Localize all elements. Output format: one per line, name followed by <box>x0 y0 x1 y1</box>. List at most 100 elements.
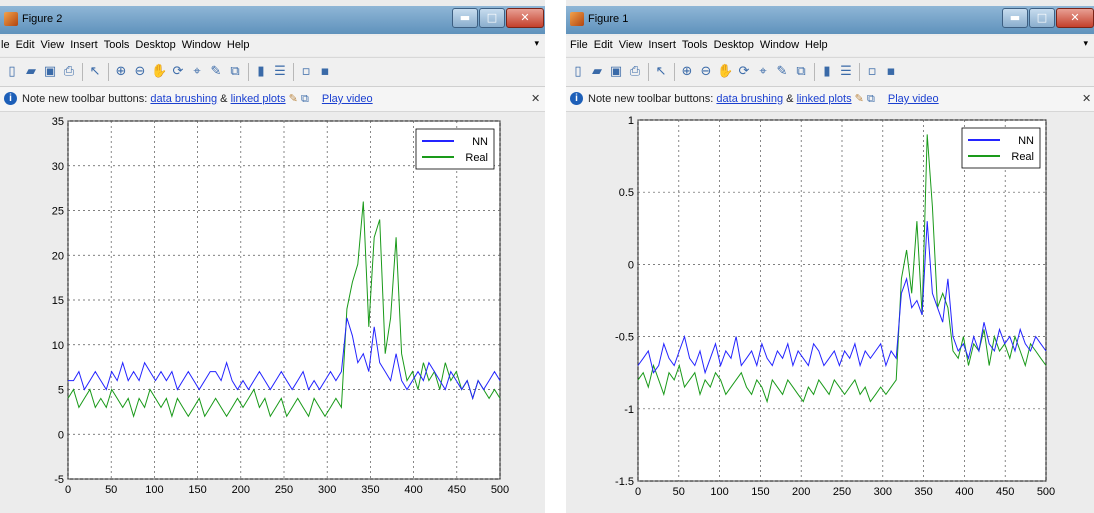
print-icon[interactable]: ⎙ <box>629 64 641 79</box>
brush-icon[interactable]: ✎ <box>776 64 788 79</box>
figure-1-chart[interactable]: 0 50 100 150 200 250 300 350 400 450 500 -1.5 -1 -0.5… <box>566 112 1094 513</box>
menu-insert[interactable]: Insert <box>70 39 98 51</box>
show-plot-tools-icon[interactable]: ▪ <box>320 64 330 79</box>
hide-plot-tools-icon[interactable]: ▫ <box>867 64 877 79</box>
link-plot-icon[interactable]: ⧉ <box>866 93 875 105</box>
pointer-icon[interactable]: ↖ <box>655 64 667 79</box>
menu-view[interactable]: View <box>40 39 65 51</box>
x-tick-label: 100 <box>145 484 163 496</box>
menu-tools[interactable]: Tools <box>681 39 708 51</box>
x-tick-label: 200 <box>232 484 250 496</box>
data-brushing-link[interactable]: data brushing <box>150 93 218 105</box>
x-tick-label: 100 <box>710 486 728 498</box>
print-icon[interactable]: ⎙ <box>63 64 75 79</box>
data-brushing-link[interactable]: data brushing <box>716 93 784 105</box>
y-tick-label: 0 <box>628 259 634 271</box>
window-controls: ▬ □ ✕ <box>452 8 544 28</box>
brush-icon[interactable]: ✎ <box>288 93 298 105</box>
toolbar-separator <box>108 63 109 81</box>
linked-plots-link[interactable]: linked plots <box>796 93 852 105</box>
pan-icon[interactable]: ✋ <box>717 64 734 79</box>
data-cursor-icon[interactable]: ⌖ <box>759 64 767 79</box>
x-tick-label: 500 <box>491 484 509 496</box>
save-icon[interactable]: ▣ <box>43 64 57 79</box>
title-bar[interactable]: Figure 2 ▬ □ ✕ <box>0 6 545 34</box>
toolbar-separator <box>814 63 815 81</box>
close-icon[interactable]: ✕ <box>506 8 544 28</box>
menu-window[interactable]: Window <box>759 39 800 51</box>
colorbar-icon[interactable]: ▮ <box>823 64 831 79</box>
menu-edit[interactable]: Edit <box>15 39 35 51</box>
minimize-icon[interactable]: ▬ <box>1002 8 1028 28</box>
menu-file[interactable]: le <box>1 39 10 51</box>
menu-help[interactable]: Help <box>805 39 828 51</box>
toolbar-separator <box>859 63 860 81</box>
zoom-in-icon[interactable]: ⊕ <box>115 64 127 79</box>
x-tick-label: 150 <box>188 484 206 496</box>
y-tick-label: -0.5 <box>615 332 634 344</box>
pan-icon[interactable]: ✋ <box>151 64 168 79</box>
legend-icon[interactable]: ☰ <box>274 64 286 79</box>
title-bar[interactable]: Figure 1 ▬ □ ✕ <box>566 6 1094 34</box>
window-controls: ▬ □ ✕ <box>1002 8 1094 28</box>
info-prefix: Note new toolbar buttons: <box>588 93 714 105</box>
plot-area: 0 50 100 150 200 250 300 350 400 450 500 -5 0 5 10 15 20… <box>0 112 545 513</box>
menu-tools[interactable]: Tools <box>103 39 130 51</box>
legend-label: NN <box>1018 135 1034 147</box>
minimize-icon[interactable]: ▬ <box>452 8 478 28</box>
menu-view[interactable]: View <box>618 39 643 51</box>
linked-plots-link[interactable]: linked plots <box>230 93 286 105</box>
maximize-icon[interactable]: □ <box>479 8 505 28</box>
menu-desktop[interactable]: Desktop <box>713 39 754 51</box>
legend-label: NN <box>472 136 488 148</box>
link-plot-icon[interactable]: ⧉ <box>796 64 806 79</box>
link-plot-icon[interactable]: ⧉ <box>300 93 309 105</box>
figure-2-window: Figure 2 ▬ □ ✕ le Edit View Insert Tools Desk… <box>0 0 545 513</box>
brush-icon[interactable]: ✎ <box>210 64 222 79</box>
y-tick-label: 25 <box>52 206 64 218</box>
x-tick-label: 300 <box>318 484 336 496</box>
play-video-link[interactable]: Play video <box>321 93 373 105</box>
play-video-link[interactable]: Play video <box>887 93 939 105</box>
legend[interactable]: NN Real <box>961 127 1041 169</box>
colorbar-icon[interactable]: ▮ <box>257 64 265 79</box>
zoom-out-icon[interactable]: ⊖ <box>134 64 146 79</box>
new-file-icon[interactable]: ▯ <box>574 64 582 79</box>
hide-plot-tools-icon[interactable]: ▫ <box>301 64 311 79</box>
rotate-icon[interactable]: ⟳ <box>172 64 184 79</box>
menu-desktop[interactable]: Desktop <box>135 39 176 51</box>
open-folder-icon[interactable]: ▰ <box>26 64 36 79</box>
data-cursor-icon[interactable]: ⌖ <box>193 64 201 79</box>
rotate-icon[interactable]: ⟳ <box>738 64 750 79</box>
zoom-out-icon[interactable]: ⊖ <box>700 64 712 79</box>
legend[interactable]: NN Real <box>415 128 495 170</box>
legend-icon[interactable]: ☰ <box>840 64 852 79</box>
maximize-icon[interactable]: □ <box>1029 8 1055 28</box>
dismiss-info-icon[interactable]: ✕ <box>531 93 541 105</box>
menu-help[interactable]: Help <box>226 39 250 51</box>
x-tick-label: 400 <box>404 484 422 496</box>
open-folder-icon[interactable]: ▰ <box>592 64 602 79</box>
y-tick-label: 0 <box>58 429 64 441</box>
x-tick-label: 250 <box>275 484 293 496</box>
zoom-in-icon[interactable]: ⊕ <box>681 64 693 79</box>
brush-icon[interactable]: ✎ <box>854 93 864 105</box>
menu-file[interactable]: File <box>570 39 588 51</box>
menu-insert[interactable]: Insert <box>648 39 676 51</box>
x-tick-label: 50 <box>673 486 685 498</box>
pointer-icon[interactable]: ↖ <box>89 64 101 79</box>
figure-2-chart[interactable]: 0 50 100 150 200 250 300 350 400 450 500-505101520… <box>0 112 545 513</box>
x-tick-label: 0 <box>635 486 641 498</box>
show-plot-tools-icon[interactable]: ▪ <box>886 64 896 79</box>
toolbar-separator <box>674 63 675 81</box>
menu-edit[interactable]: Edit <box>593 39 613 51</box>
link-plot-icon[interactable]: ⧉ <box>230 64 240 79</box>
menu-overflow-icon[interactable]: ▾ <box>1083 38 1088 48</box>
menu-window[interactable]: Window <box>181 39 221 51</box>
new-file-icon[interactable]: ▯ <box>8 64 16 79</box>
save-icon[interactable]: ▣ <box>609 64 623 79</box>
menu-overflow-icon[interactable]: ▾ <box>534 38 539 48</box>
close-icon[interactable]: ✕ <box>1056 8 1094 28</box>
y-tick-label: -1.5 <box>615 476 634 488</box>
dismiss-info-icon[interactable]: ✕ <box>1082 93 1092 105</box>
